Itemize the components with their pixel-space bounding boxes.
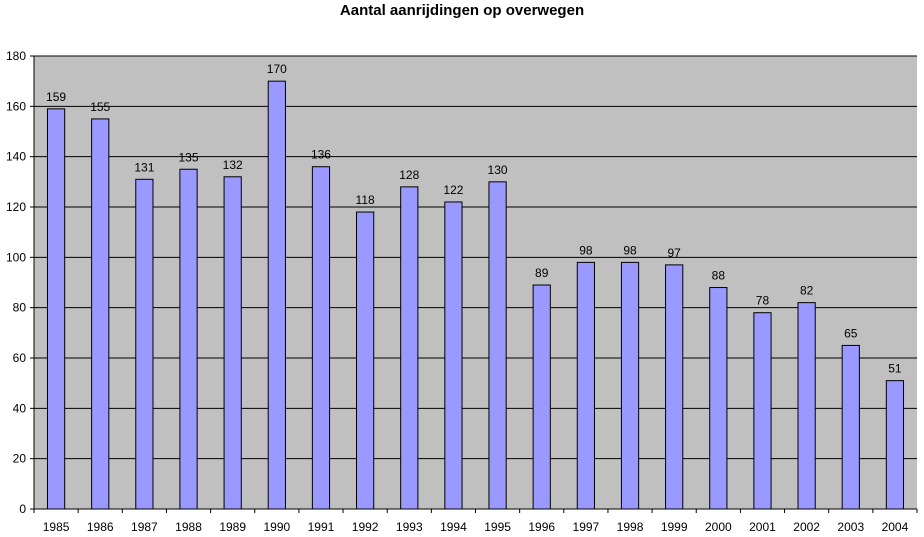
bar xyxy=(665,264,684,510)
data-label: 82 xyxy=(800,284,814,298)
data-label: 98 xyxy=(623,243,637,257)
data-label: 89 xyxy=(535,266,549,280)
plot-area xyxy=(34,56,917,509)
data-label: 97 xyxy=(667,246,681,260)
bar xyxy=(400,186,419,510)
x-tick-label: 1994 xyxy=(440,520,467,534)
bar xyxy=(311,166,331,510)
y-tick-label: 180 xyxy=(6,49,26,63)
x-tick-label: 1987 xyxy=(131,520,158,534)
y-tick-label: 20 xyxy=(13,452,27,466)
x-tick-label: 1996 xyxy=(528,520,555,534)
y-tick-label: 80 xyxy=(13,301,27,315)
y-tick-label: 140 xyxy=(6,150,26,164)
x-tick-label: 2002 xyxy=(793,520,820,534)
x-tick-label: 1986 xyxy=(87,520,114,534)
y-tick-label: 40 xyxy=(13,401,27,415)
bar xyxy=(841,344,860,510)
data-label: 155 xyxy=(90,100,110,114)
x-tick-label: 1991 xyxy=(308,520,335,534)
bar xyxy=(797,302,816,510)
y-tick-label: 120 xyxy=(6,200,26,214)
bar xyxy=(179,168,198,510)
data-label: 118 xyxy=(356,193,375,207)
y-tick-label: 100 xyxy=(6,250,26,264)
bar xyxy=(753,312,772,510)
bar xyxy=(488,181,507,510)
x-tick-label: 2004 xyxy=(882,520,909,534)
bar xyxy=(356,211,375,510)
x-tick-label: 1985 xyxy=(43,520,70,534)
data-label: 131 xyxy=(134,160,154,174)
x-tick-label: 1997 xyxy=(573,520,600,534)
x-tick-label: 2001 xyxy=(749,520,776,534)
x-tick-label: 1989 xyxy=(219,520,246,534)
y-axis-ticks: 0 20 40 60 80 100 120 140 160 180 xyxy=(6,49,34,516)
data-label: 98 xyxy=(579,243,593,257)
x-tick-label: 1990 xyxy=(263,520,290,534)
x-tick-label: 1988 xyxy=(175,520,202,534)
data-label: 128 xyxy=(399,168,419,182)
data-label: 130 xyxy=(488,163,508,177)
y-tick-label: 60 xyxy=(13,351,27,365)
x-tick-label: 2000 xyxy=(705,520,732,534)
bar xyxy=(91,118,110,510)
data-label: 136 xyxy=(311,148,331,162)
x-tick-label: 1995 xyxy=(484,520,511,534)
bar xyxy=(223,176,242,510)
bars xyxy=(46,80,905,510)
data-label: 88 xyxy=(712,269,726,283)
chart-title: Aantal aanrijdingen op overwegen xyxy=(339,2,585,19)
data-label: 135 xyxy=(179,150,199,164)
data-label: 78 xyxy=(756,294,770,308)
data-label: 65 xyxy=(844,326,858,340)
x-tick-label: 1993 xyxy=(396,520,423,534)
bar xyxy=(709,287,728,510)
bar xyxy=(444,201,463,510)
bar xyxy=(576,261,595,510)
y-tick-label: 160 xyxy=(6,99,26,113)
data-label: 51 xyxy=(888,362,902,376)
bar xyxy=(135,178,154,510)
bar xyxy=(885,380,905,510)
data-labels: 159 155 131 135 132 170 136 118 128 122 130 89 98 98 9… xyxy=(46,62,902,375)
data-label: 170 xyxy=(267,62,287,76)
bar xyxy=(620,261,640,510)
data-label: 122 xyxy=(443,183,463,197)
data-label: 159 xyxy=(46,90,66,104)
bar xyxy=(46,108,66,510)
bar xyxy=(532,284,551,510)
x-tick-label: 1992 xyxy=(352,520,379,534)
y-tick-label: 0 xyxy=(19,502,26,516)
x-tick-label: 2003 xyxy=(837,520,864,534)
data-label: 132 xyxy=(223,158,243,172)
bar xyxy=(267,80,286,510)
x-axis-ticks: 1985 1986 1987 1988 1989 1990 1991 1992 1993 1994… xyxy=(33,509,918,534)
x-tick-label: 1998 xyxy=(617,520,644,534)
x-tick-label: 1999 xyxy=(661,520,688,534)
axes xyxy=(33,56,917,510)
